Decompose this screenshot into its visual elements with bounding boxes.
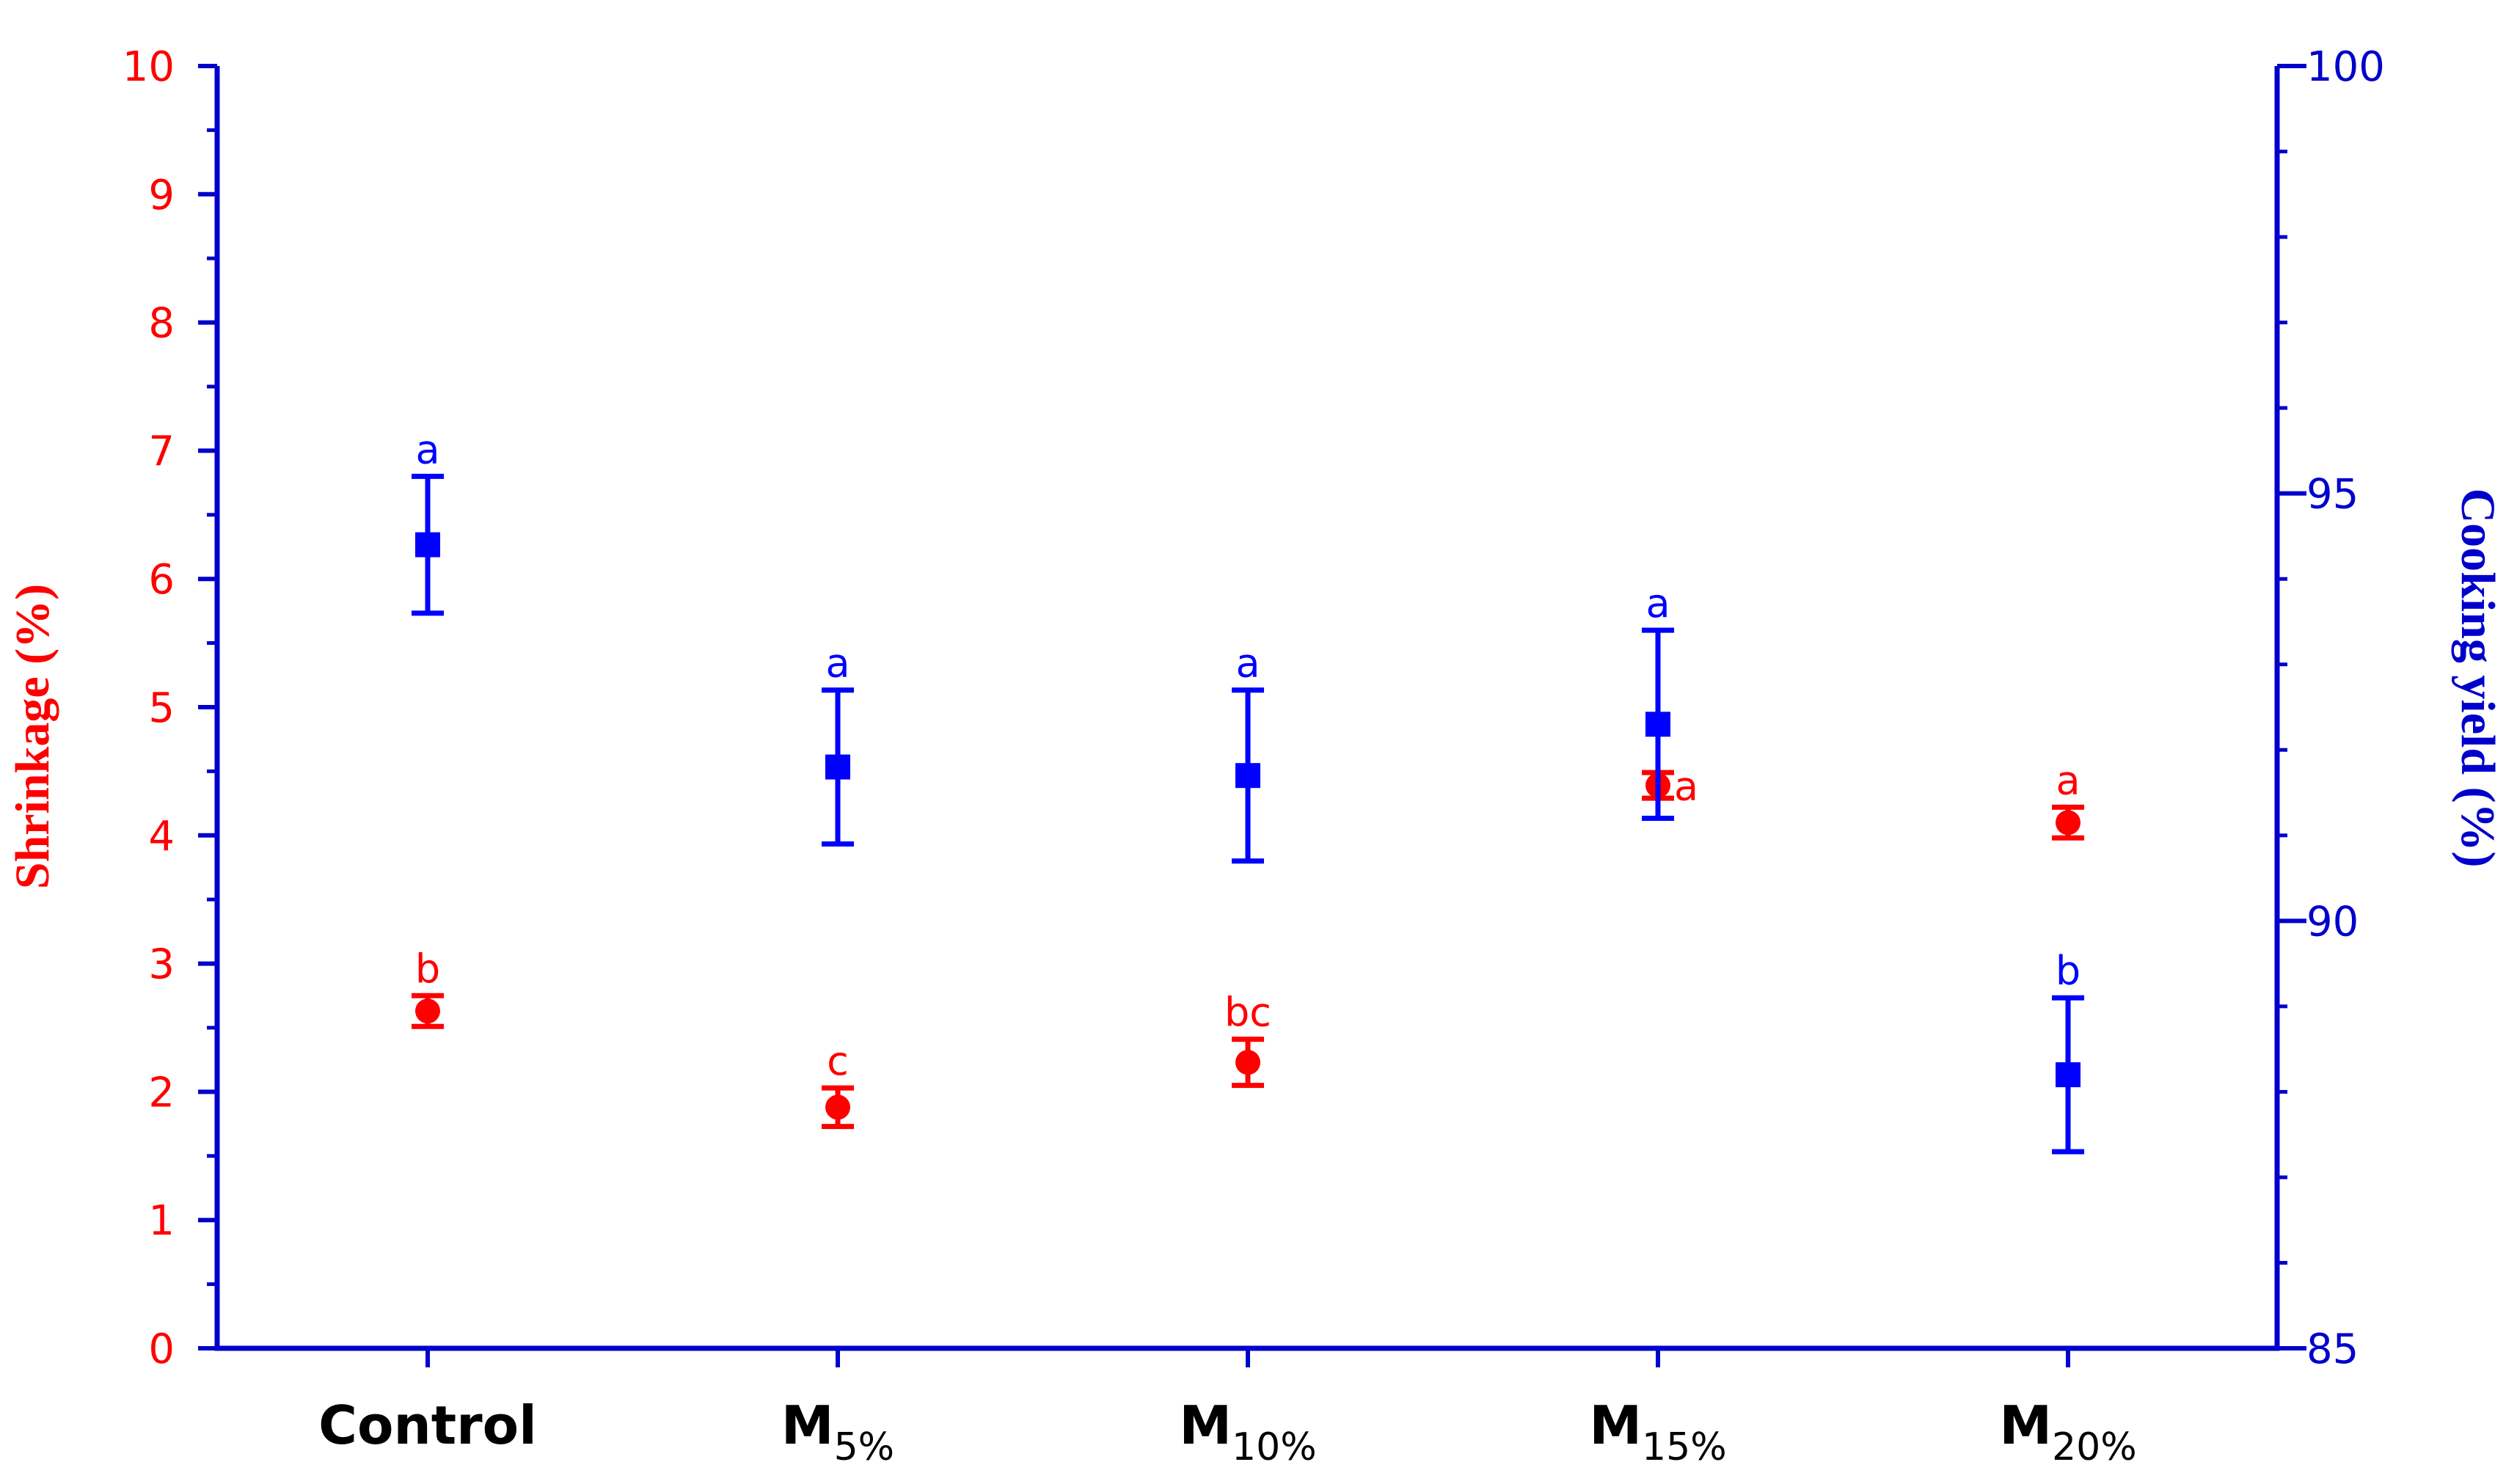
right-axis-title: Cooking yield (%): [2451, 488, 2505, 867]
left-tick-label: 2: [148, 1069, 175, 1116]
cooking-yield-letter: a: [1645, 580, 1670, 626]
left-tick-label: 1: [148, 1197, 175, 1245]
cooking-yield-letter: a: [1235, 640, 1260, 687]
left-axis-title: Shrinkage (%): [6, 584, 59, 889]
x-tick-label: M15%: [1589, 1395, 1726, 1469]
right-tick-label: 95: [2306, 471, 2359, 519]
shrinkage-letter: b: [415, 946, 440, 992]
x-tick-label: M5%: [781, 1395, 894, 1469]
ticks: [198, 64, 2306, 1367]
right-tick-label: 85: [2306, 1326, 2359, 1373]
cooking-yield-letter: b: [2056, 948, 2081, 994]
left-tick-label: 8: [148, 300, 175, 348]
tick-labels: 0 1 2 3 4 5 6 7 8 9 10 85 90 95 100 Control M5% M10% M15% M…: [123, 43, 2385, 1469]
left-tick-label: 10: [123, 43, 175, 91]
shrinkage-letter: a: [2056, 757, 2080, 803]
left-tick-label: 3: [148, 941, 175, 989]
shrinkage-point: [415, 998, 440, 1024]
shrinkage-point: [2056, 810, 2081, 836]
shrinkage-point: [825, 1094, 850, 1120]
left-tick-label: 5: [148, 684, 175, 732]
cooking-yield-point: [1235, 763, 1260, 789]
left-tick-label: 6: [148, 556, 175, 604]
cooking-yield-point: [825, 754, 850, 780]
x-tick-label: M10%: [1179, 1395, 1316, 1469]
left-tick-label: 4: [148, 813, 175, 860]
cooking-yield-letter: a: [415, 426, 439, 472]
x-tick-label: Control: [318, 1395, 537, 1456]
x-tick-label: M20%: [1999, 1395, 2136, 1469]
cooking-yield-point: [1645, 712, 1670, 737]
shrinkage-letter: a: [1674, 764, 1698, 810]
right-tick-label: 100: [2306, 43, 2385, 91]
left-tick-label: 7: [148, 428, 175, 475]
right-tick-label: 90: [2306, 898, 2359, 946]
shrinkage-letter: bc: [1224, 990, 1271, 1036]
shrinkage-letter: c: [827, 1038, 849, 1084]
left-tick-label: 0: [148, 1326, 175, 1373]
shrinkage-point: [1235, 1050, 1260, 1075]
cooking-yield-point: [2056, 1062, 2081, 1088]
cooking-yield-letter: a: [825, 640, 850, 687]
left-tick-label: 9: [148, 172, 175, 219]
cooking-yield-point: [415, 532, 440, 558]
